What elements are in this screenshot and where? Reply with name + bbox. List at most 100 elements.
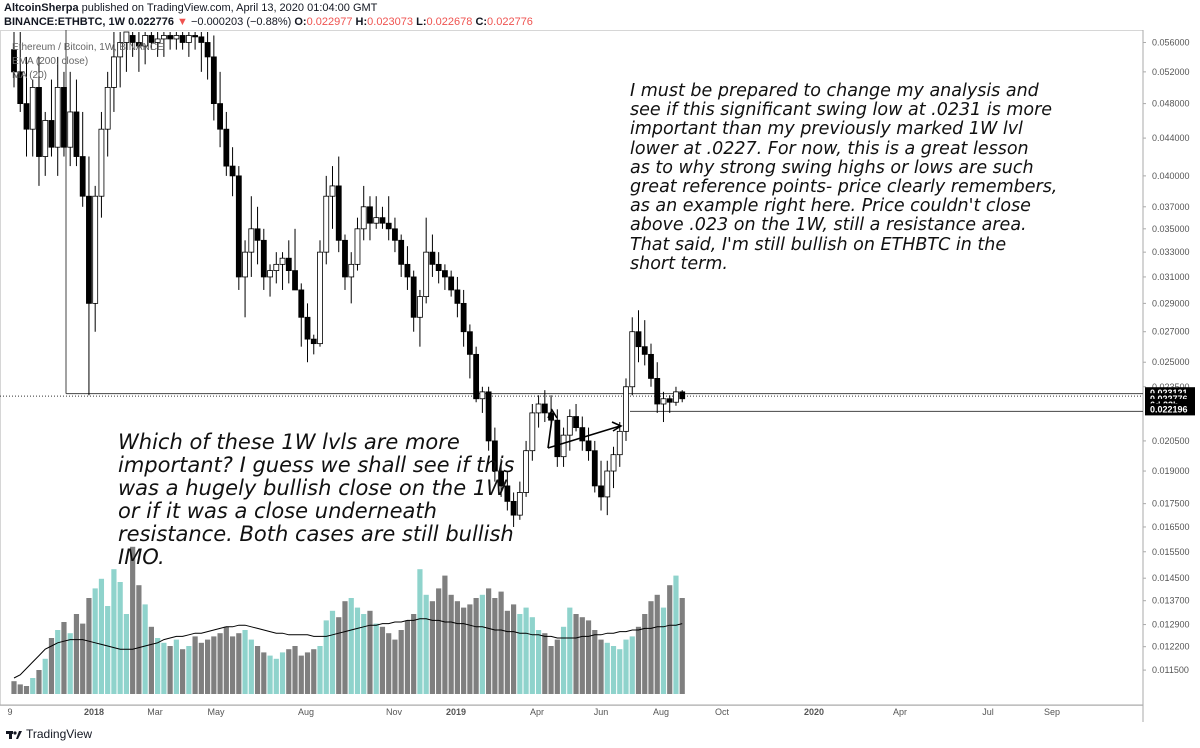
volume-bar <box>11 681 17 694</box>
x-tick-label: Aug <box>653 707 669 717</box>
volume-bar <box>123 614 130 694</box>
volume-bar <box>673 575 679 694</box>
x-tick-label: Apr <box>530 707 544 717</box>
candle-body <box>392 228 398 241</box>
volume-bar <box>361 614 367 694</box>
y-tick-label: 0.019000 <box>1152 466 1190 476</box>
volume-bar <box>411 614 417 694</box>
volume-bar <box>404 620 411 694</box>
x-tick-label: May <box>207 707 225 717</box>
candle-body <box>566 416 573 436</box>
x-tick-label: Sep <box>1044 707 1060 717</box>
candle-body <box>98 128 105 197</box>
candle-body <box>86 195 92 304</box>
candle-body <box>73 111 80 157</box>
volume-bar <box>379 626 386 694</box>
volume-bar <box>667 585 673 694</box>
volume-bar <box>217 633 223 694</box>
candle-body <box>610 454 617 472</box>
close-label: C: <box>475 16 488 28</box>
volume-bar <box>42 658 48 694</box>
candle-body <box>42 120 49 157</box>
volume-bar <box>629 636 635 694</box>
volume-bar <box>130 546 136 694</box>
y-tick-label: 0.031000 <box>1152 272 1190 282</box>
volume-bar <box>105 606 111 694</box>
y-tick-label: 0.040000 <box>1152 171 1190 181</box>
volume-bar <box>304 652 311 694</box>
candle-body <box>560 434 567 458</box>
y-tick-label: 0.011500 <box>1152 665 1189 675</box>
candle-body <box>585 440 592 452</box>
volume-bar <box>142 604 148 694</box>
candle-body <box>204 42 211 58</box>
y-tick-label: 0.016500 <box>1152 522 1190 532</box>
volume-bar <box>279 652 286 694</box>
volume-bar <box>473 598 479 694</box>
volume-bar <box>486 588 492 694</box>
candle-body <box>279 257 286 265</box>
candle-body <box>342 239 348 278</box>
y-tick-label: 0.023500 <box>1152 382 1190 392</box>
x-tick-label: Jul <box>982 707 994 717</box>
volume-bar <box>679 598 685 694</box>
y-tick-label: 0.044000 <box>1152 133 1190 143</box>
volume-bar <box>286 649 292 694</box>
price-tag-box <box>1145 403 1195 416</box>
publish-info: published on TradingView.com, April 13, … <box>78 2 378 14</box>
annotation-right: I must be prepared to change my analysis… <box>630 81 1058 274</box>
candle-body <box>323 195 330 253</box>
volume-bar <box>329 610 336 694</box>
candle-body <box>466 331 473 355</box>
author-name[interactable]: AltcoinSherpa <box>4 2 79 14</box>
candle-body <box>160 35 167 40</box>
candle-body <box>23 103 30 130</box>
candle-body <box>579 427 586 442</box>
volume-bar <box>254 646 261 694</box>
candle-body <box>648 353 654 379</box>
volume-bar <box>61 622 67 694</box>
symbol-label: BINANCE:ETHBTC, 1W <box>4 16 125 28</box>
y-tick-label: 0.056000 <box>1152 37 1190 47</box>
volume-bar <box>117 582 123 694</box>
candle-body <box>36 87 42 157</box>
volume-bar <box>111 569 117 694</box>
candle-body <box>654 378 661 405</box>
candle-body <box>510 500 517 516</box>
volume-bar <box>148 626 154 694</box>
volume-bar <box>635 626 642 694</box>
high-label: H: <box>355 16 368 28</box>
volume-bar <box>248 639 254 694</box>
candle-body <box>117 42 124 58</box>
candle-body <box>242 251 248 278</box>
volume-bar <box>442 575 448 694</box>
volume-bar <box>80 623 86 694</box>
annotation-left: Which of these 1W lvls are more importan… <box>118 430 515 569</box>
candle-body <box>623 386 629 432</box>
candle-body <box>417 296 423 318</box>
volume-bar <box>448 594 454 694</box>
volume-bar <box>236 633 242 694</box>
x-tick-label: Aug <box>298 707 314 717</box>
volume-bar <box>542 633 548 694</box>
candle-body <box>111 56 117 88</box>
volume-bar <box>517 614 523 694</box>
candle-body <box>504 485 511 502</box>
volume-bar <box>55 630 61 694</box>
volume-bar <box>498 591 504 694</box>
y-tick-label: 0.012900 <box>1152 620 1190 630</box>
volume-bar <box>48 638 55 694</box>
volume-bar <box>523 607 529 694</box>
candle-body <box>641 346 648 355</box>
volume-bar <box>98 578 105 694</box>
candle-body <box>285 257 292 271</box>
price-chart[interactable]: 0.056000 0.052000 0.048000 0.044000 0.040000… <box>0 30 1200 722</box>
volume-bar <box>223 626 229 694</box>
candle-body <box>367 206 373 224</box>
tradingview-footer[interactable]: TradingView <box>6 727 92 741</box>
volume-bar <box>292 646 298 694</box>
candle-body <box>635 331 642 348</box>
candle-body <box>604 470 611 498</box>
candle-body <box>198 36 205 43</box>
volume-bar <box>461 607 467 694</box>
